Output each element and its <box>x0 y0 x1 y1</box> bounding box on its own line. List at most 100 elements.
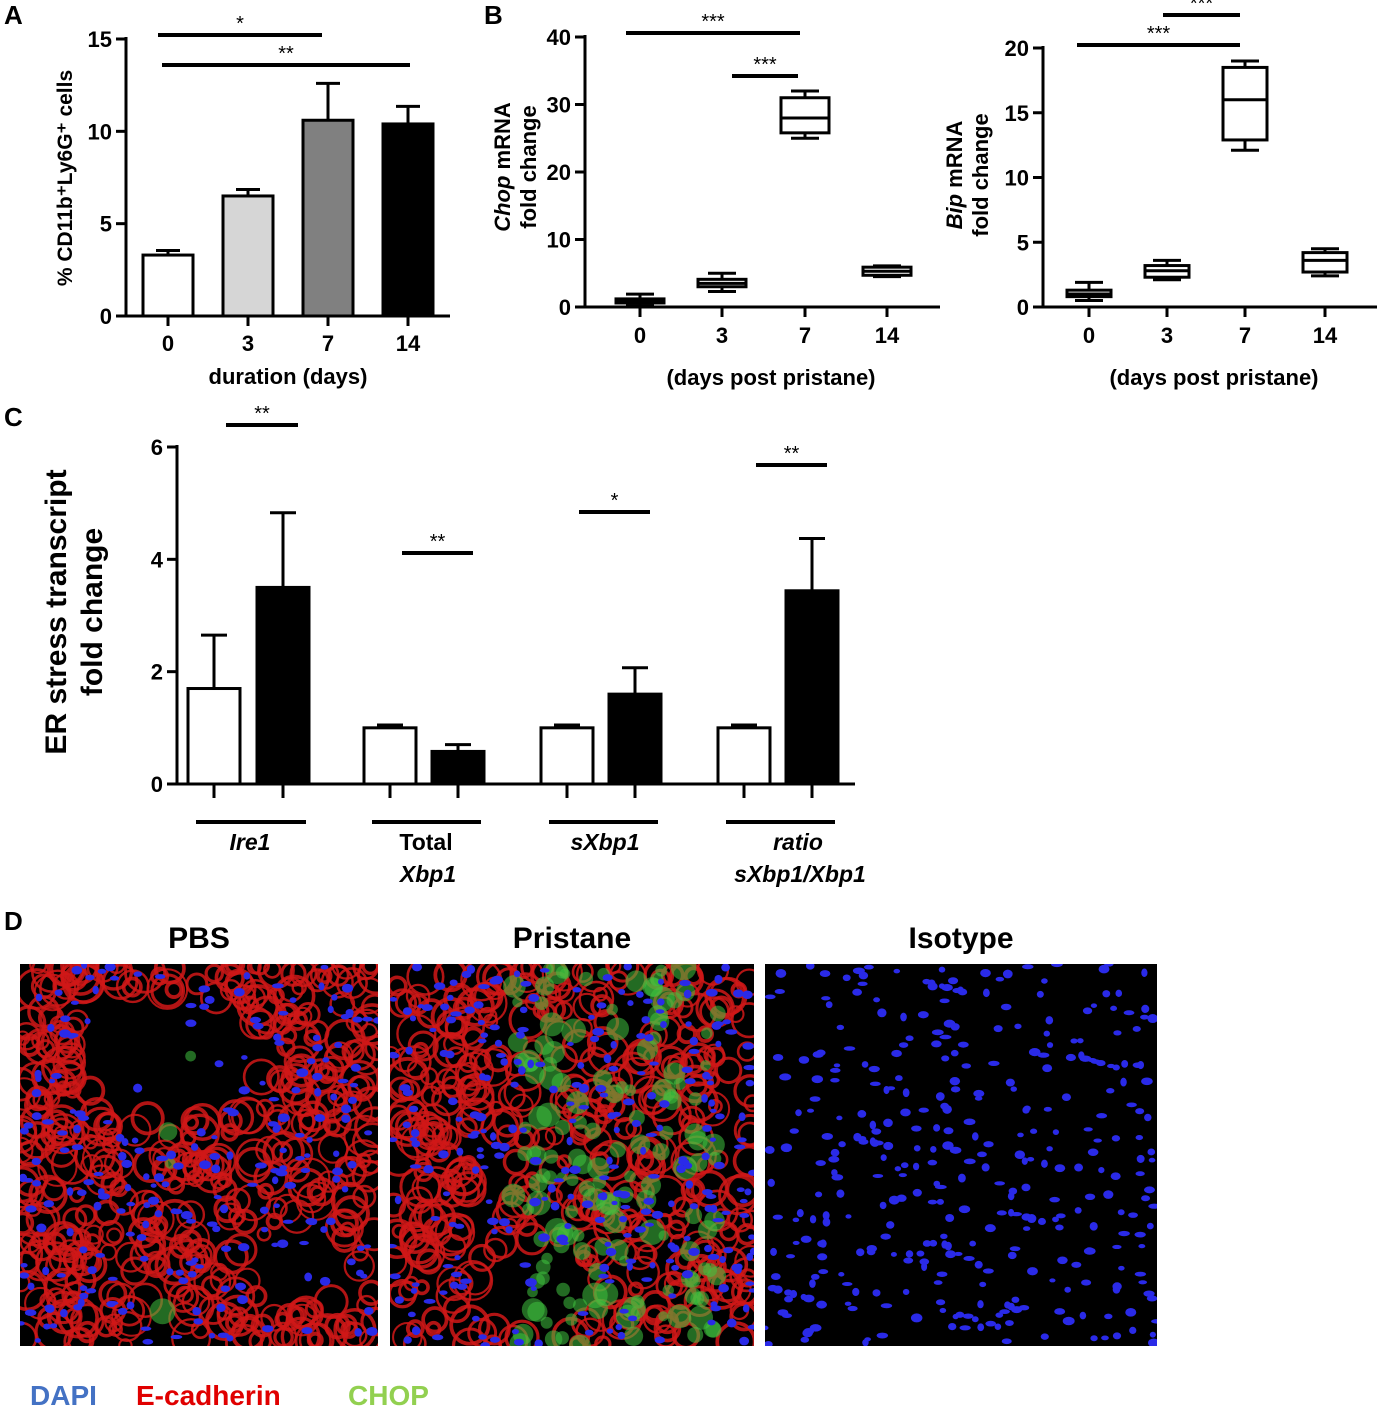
dapi-nucleus <box>818 1269 829 1275</box>
ecadherin-signal <box>436 1266 472 1302</box>
ecadherin-signal <box>291 979 307 996</box>
dapi-nucleus <box>314 1114 326 1123</box>
chop-signal <box>536 1102 561 1127</box>
dapi-nucleus <box>681 1270 693 1279</box>
dapi-nucleus <box>974 1096 983 1101</box>
dapi-nucleus <box>566 1041 574 1046</box>
ecadherin-signal <box>344 1139 378 1177</box>
dapi-nucleus <box>772 1214 783 1220</box>
ecadherin-signal <box>332 1195 370 1233</box>
dapi-nucleus <box>166 1150 177 1160</box>
chop-signal <box>541 1252 553 1265</box>
dapi-nucleus <box>856 1248 865 1257</box>
dapi-nucleus <box>679 979 691 987</box>
dapi-nucleus <box>491 975 504 985</box>
micrograph-title-pristane: Pristane <box>512 922 632 955</box>
ecadherin-signal <box>53 1027 81 1054</box>
dapi-nucleus <box>668 1293 677 1299</box>
ecadherin-signal <box>390 1135 420 1177</box>
ecadherin-signal <box>429 1214 472 1257</box>
dapi-nucleus <box>126 1201 136 1207</box>
ecadherin-signal <box>176 1200 206 1230</box>
ecadherin-signal <box>72 1228 92 1248</box>
dapi-nucleus <box>199 1160 211 1170</box>
dapi-nucleus <box>900 1012 907 1022</box>
ecadherin-signal <box>228 1207 246 1226</box>
dapi-nucleus <box>994 1323 1002 1330</box>
dapi-nucleus <box>969 1240 977 1247</box>
dapi-nucleus <box>214 1060 224 1068</box>
dapi-nucleus <box>390 1052 400 1059</box>
dapi-nucleus <box>513 970 521 978</box>
dapi-nucleus <box>1028 1047 1041 1057</box>
dapi-nucleus <box>349 1082 359 1088</box>
chop-signal <box>521 1298 545 1322</box>
dapi-nucleus <box>1141 1077 1153 1086</box>
dapi-nucleus <box>1111 1135 1121 1142</box>
dapi-nucleus <box>627 1000 634 1007</box>
dapi-nucleus <box>187 1270 197 1278</box>
ecadherin-signal <box>685 1181 704 1199</box>
dapi-nucleus <box>1148 1338 1157 1346</box>
ecadherin-signal <box>407 1030 439 1062</box>
dapi-nucleus <box>312 1034 321 1042</box>
chop-signal <box>702 1133 725 1156</box>
dapi-nucleus <box>352 1016 363 1023</box>
dapi-nucleus <box>927 1159 938 1166</box>
dapi-nucleus <box>84 1018 91 1025</box>
ecadherin-signal <box>350 1003 378 1046</box>
dapi-nucleus <box>464 1006 475 1014</box>
dapi-nucleus <box>603 1054 612 1064</box>
dapi-nucleus <box>1007 1251 1017 1260</box>
dapi-nucleus <box>547 1183 556 1193</box>
chop-signal <box>587 1157 610 1180</box>
dapi-nucleus <box>1103 1190 1114 1199</box>
dapi-nucleus <box>354 1328 362 1337</box>
dapi-nucleus <box>918 1107 929 1113</box>
dapi-nucleus <box>705 988 718 997</box>
dapi-nucleus <box>1057 1256 1068 1265</box>
dapi-nucleus <box>1026 1156 1035 1162</box>
dapi-nucleus <box>637 1071 646 1076</box>
chop-signal <box>684 1123 706 1145</box>
dapi-nucleus <box>87 1266 97 1275</box>
dapi-nucleus <box>655 1009 665 1014</box>
ecadherin-signal <box>594 1335 612 1346</box>
dapi-nucleus <box>714 974 723 984</box>
dapi-nucleus <box>681 1066 693 1073</box>
dapi-nucleus <box>910 1313 923 1323</box>
dapi-nucleus <box>723 1247 734 1254</box>
dapi-nucleus <box>880 1154 887 1161</box>
chop-signal <box>658 1311 669 1322</box>
dapi-nucleus <box>402 1007 413 1016</box>
chop-signal <box>554 1119 571 1136</box>
ecadherin-signal <box>224 964 246 975</box>
dapi-nucleus <box>1106 1088 1115 1094</box>
dapi-nucleus <box>561 1166 570 1175</box>
dapi-nucleus <box>739 1336 750 1346</box>
dapi-nucleus <box>795 1109 802 1117</box>
b-chop-y-tick-label: 10 <box>547 228 571 253</box>
dapi-nucleus <box>852 988 862 996</box>
dapi-nucleus <box>726 1318 737 1328</box>
dapi-nucleus <box>208 1332 216 1339</box>
dapi-nucleus <box>936 1198 944 1205</box>
dapi-nucleus <box>186 1218 196 1224</box>
dapi-nucleus <box>971 1132 979 1141</box>
dapi-nucleus <box>1126 1102 1137 1108</box>
ecadherin-signal <box>118 1338 133 1346</box>
ecadherin-signal <box>405 1319 425 1339</box>
ecadherin-signal <box>357 1217 378 1252</box>
dapi-nucleus <box>332 1167 344 1176</box>
chop-signal <box>572 1229 585 1242</box>
dapi-nucleus <box>1079 1055 1092 1062</box>
dapi-nucleus <box>962 1313 974 1319</box>
dapi-nucleus <box>212 1225 221 1233</box>
dapi-nucleus <box>640 1208 652 1215</box>
ecadherin-signal <box>503 1073 542 1112</box>
dapi-nucleus <box>656 1124 664 1132</box>
chop-signal <box>534 1035 555 1055</box>
dapi-nucleus <box>913 1145 921 1152</box>
dapi-nucleus <box>911 1125 922 1132</box>
dapi-nucleus <box>566 1136 573 1146</box>
